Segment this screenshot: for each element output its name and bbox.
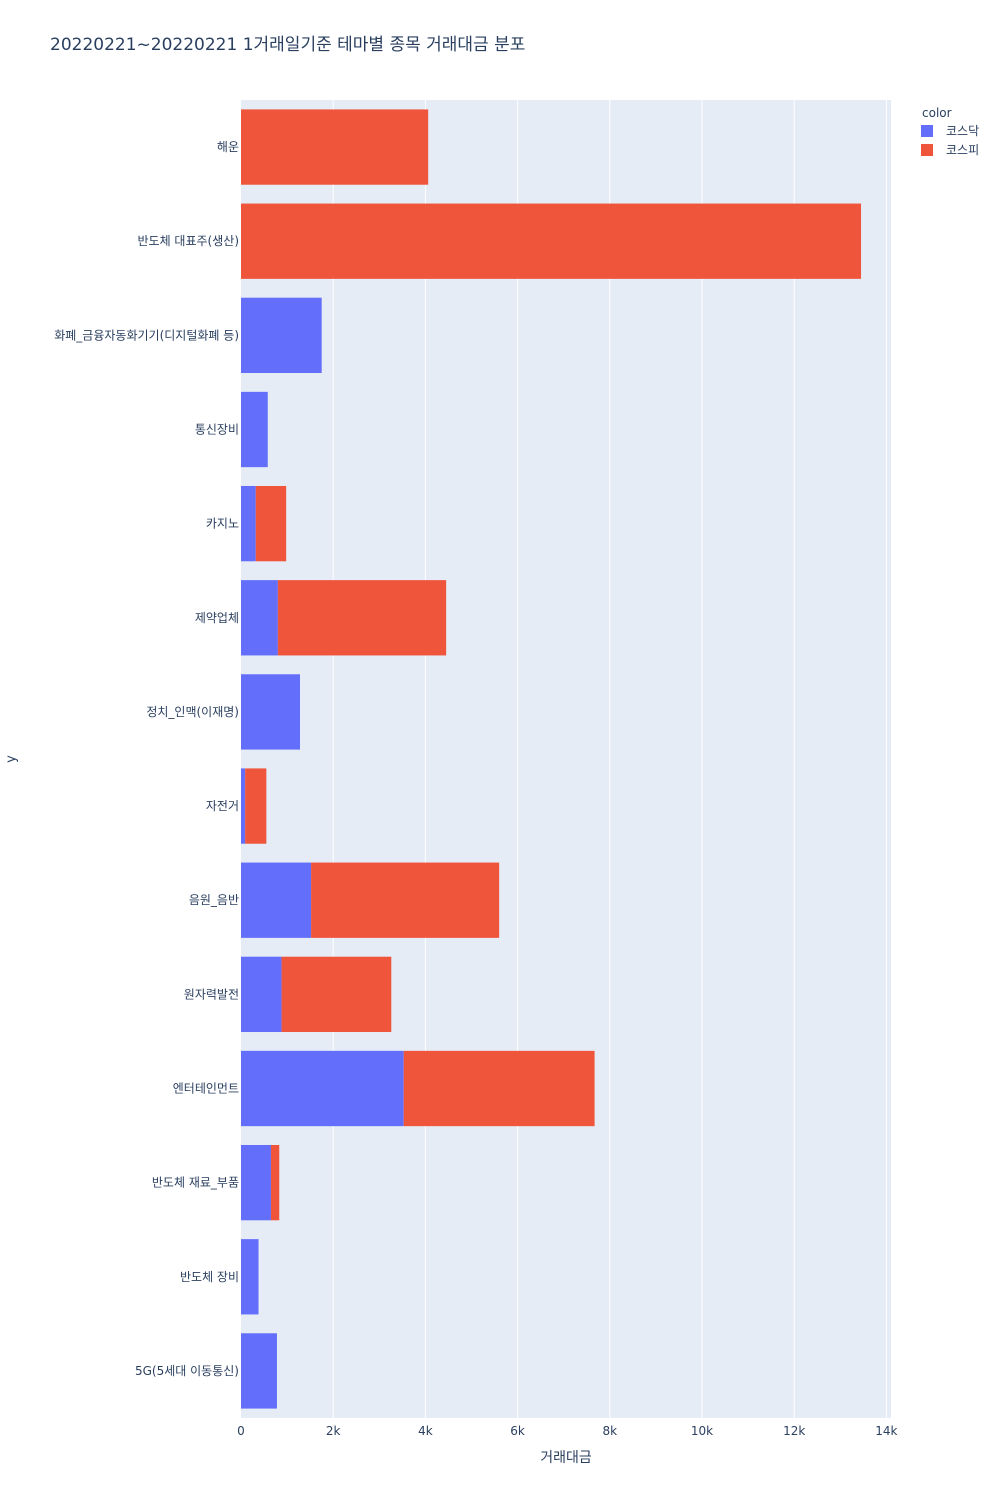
y-tick-label: 화폐_금융자동화기기(디지털화폐 등) [54, 328, 239, 342]
y-tick-label: 반도체 재료_부품 [152, 1176, 239, 1190]
bar[interactable] [241, 1239, 259, 1315]
gridlines [332, 100, 887, 1418]
y-tick-label: 엔터테인먼트 [173, 1082, 239, 1096]
chart-title: 20220221~20220221 1거래일기준 테마별 종목 거래대금 분포 [50, 35, 525, 55]
legend-label[interactable]: 코스닥 [946, 124, 979, 138]
bars[interactable] [241, 109, 862, 1409]
bar[interactable] [241, 956, 282, 1033]
y-tick-label: 통신장비 [195, 423, 239, 437]
bar[interactable] [241, 1144, 271, 1221]
bar[interactable] [241, 1050, 404, 1127]
x-tick-label: 12k [783, 1424, 805, 1438]
plot-background [241, 100, 891, 1418]
y-axis-label: y [4, 755, 19, 763]
x-tick-label: 2k [326, 1424, 341, 1438]
x-tick-label: 14k [875, 1424, 897, 1438]
bar[interactable] [241, 580, 278, 656]
y-tick-label: 반도체 대표주(생산) [138, 234, 240, 248]
legend-title: color [922, 106, 952, 120]
bar[interactable] [245, 768, 267, 844]
x-tick-label: 10k [691, 1424, 713, 1438]
bar[interactable] [270, 1144, 280, 1221]
legend-swatch[interactable] [921, 125, 933, 137]
bar[interactable] [241, 485, 256, 562]
x-axis-ticks: 0 2k 4k 6k 8k 10k 12k 14k [237, 1424, 897, 1438]
y-tick-label: 제약업체 [195, 610, 239, 625]
bar[interactable] [277, 580, 447, 656]
bar[interactable] [241, 862, 312, 938]
bar[interactable] [311, 862, 500, 938]
y-tick-label: 반도체 장비 [180, 1270, 239, 1284]
legend-label[interactable]: 코스피 [946, 143, 979, 157]
x-axis-label: 거래대금 [540, 1450, 592, 1466]
bar[interactable] [241, 674, 301, 750]
bar[interactable] [241, 297, 322, 374]
bar[interactable] [255, 485, 287, 562]
y-tick-label: 5G(5세대 이동통신) [135, 1364, 239, 1378]
bar[interactable] [241, 391, 268, 468]
bar[interactable] [403, 1050, 595, 1127]
legend-swatch[interactable] [921, 144, 933, 156]
bar[interactable] [281, 956, 392, 1033]
bar[interactable] [241, 1333, 277, 1409]
bar[interactable] [241, 768, 246, 844]
x-tick-label: 4k [418, 1424, 433, 1438]
bar[interactable] [241, 109, 429, 185]
x-tick-label: 6k [510, 1424, 525, 1438]
y-tick-label: 원자력발전 [184, 987, 239, 1001]
y-tick-label: 해운 [217, 140, 239, 154]
y-tick-label: 음원_음반 [189, 893, 239, 907]
x-tick-label: 8k [602, 1424, 617, 1438]
y-tick-label: 자전거 [206, 799, 239, 813]
y-tick-label: 카지노 [206, 517, 239, 531]
x-tick-label: 0 [237, 1424, 245, 1438]
bar[interactable] [241, 203, 862, 279]
y-tick-label: 정치_인맥(이재명) [146, 705, 239, 719]
